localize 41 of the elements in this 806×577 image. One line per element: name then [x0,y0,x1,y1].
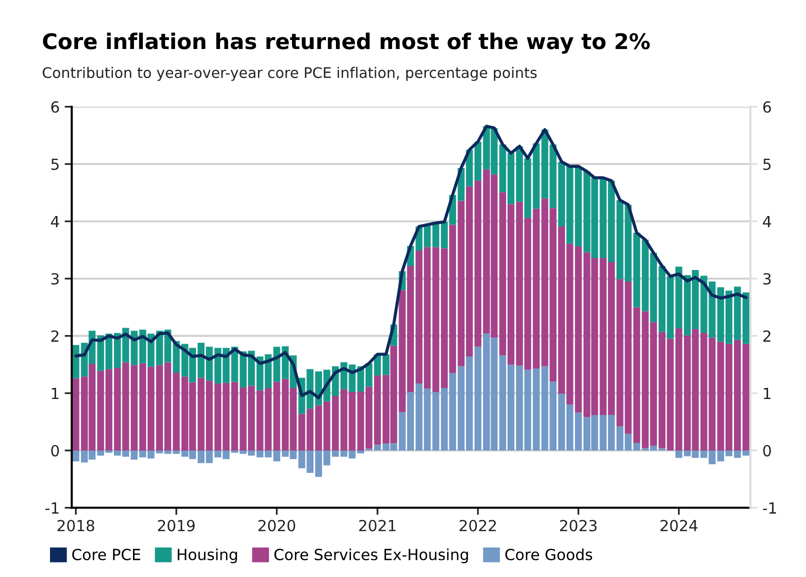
bar [633,232,640,308]
x-tick-label: 2023 [560,520,597,532]
y2-tick-label: 6 [763,101,771,113]
y2-tick-label: -1 [762,502,776,514]
x-tick-label: 2021 [359,520,396,532]
bar [532,208,540,369]
y-tick-label: 3 [51,273,59,285]
y-tick-label: 1 [52,388,59,399]
y-tick-label: 2 [51,330,58,342]
y2-tick-label: 3 [763,273,771,285]
x-tick-label: 2019 [158,520,195,532]
y-tick-label: 5 [51,158,59,170]
y-tick-label: -1 [45,502,59,514]
chart-subtitle: Contribution to year-over-year core PCE inflation, percentage points [42,66,537,81]
legend-label: Housing [178,548,238,564]
y2-tick-label: 2 [763,330,770,342]
legend-label: Core PCE [72,548,140,560]
y2-tick-label: 0 [763,444,771,456]
bar [633,443,640,450]
y2-tick-label: 4 [762,216,772,228]
bar [130,365,138,450]
bar [633,307,640,444]
bar [532,143,540,209]
x-tick-label: 2020 [258,520,296,532]
y2-tick-label: 1 [764,388,770,399]
bar [357,450,364,454]
bar [532,368,540,450]
y-tick-label: 4 [50,216,60,228]
x-tick-label: 2022 [460,520,496,532]
chart-title: Core inflation has returned most of the way to 2% [42,32,650,54]
legend-label: Core Goods [505,548,592,560]
bar [273,450,280,462]
bar [130,450,138,460]
bar [273,382,280,450]
y-tick-label: 6 [51,101,59,113]
y-tick-label: 0 [51,444,59,456]
legend-label: Core Services Ex-Housing [274,548,468,564]
x-tick-label: 2018 [58,520,94,532]
y2-tick-label: 5 [763,158,771,170]
x-tick-label: 2024 [660,520,698,532]
line-series [74,124,748,400]
